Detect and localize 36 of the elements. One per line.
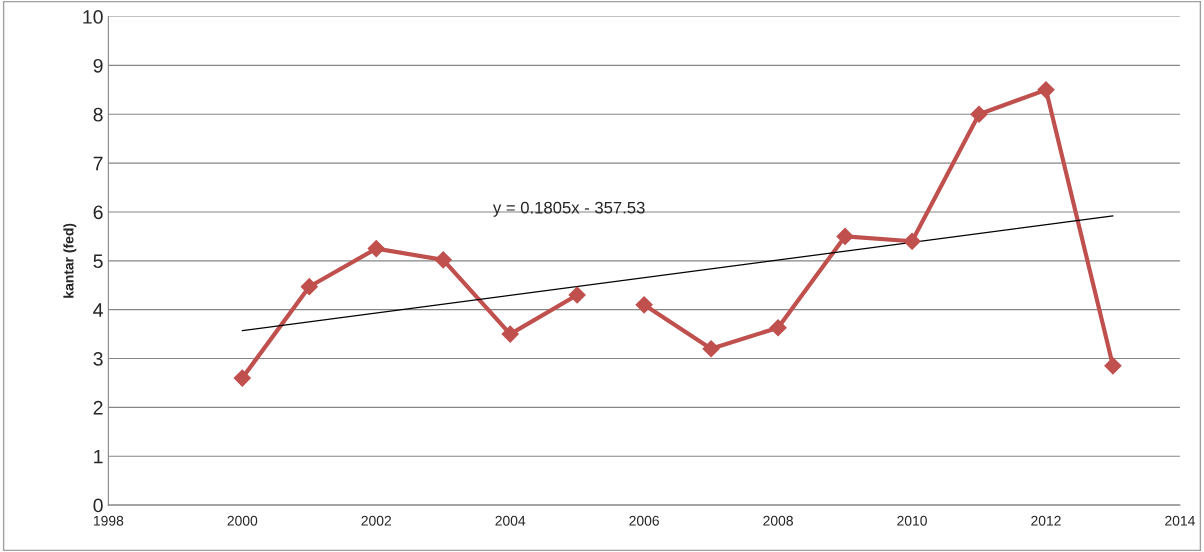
point [300, 278, 318, 296]
y-tick-label: 8 [93, 107, 103, 122]
point [635, 296, 653, 314]
x-tick-label: 2006 [629, 515, 659, 526]
x-tick-label: 2014 [1165, 515, 1195, 526]
x-tick-label: 2010 [897, 515, 927, 526]
x-tick-label: 2002 [361, 515, 391, 526]
point [769, 319, 787, 337]
y-axis-title: kantar (fed) [63, 223, 77, 298]
y-tick-label: 9 [93, 58, 103, 73]
y-tick-label: 1 [94, 449, 103, 464]
point [702, 340, 720, 358]
x-tick-label: 2000 [227, 515, 258, 526]
y-tick-label: 7 [93, 156, 103, 171]
y-tick-label: 10 [83, 10, 103, 24]
x-tick-label: 2012 [1031, 515, 1061, 526]
y-tick-label: 4 [93, 303, 103, 317]
point [233, 369, 251, 387]
point [568, 286, 586, 304]
y-tick-label: 5 [93, 254, 103, 269]
point [501, 325, 519, 343]
point [836, 227, 854, 245]
point [1104, 357, 1122, 375]
y-tick-label: 2 [93, 400, 103, 415]
annotation: y = 0.1805x - 357.53 [492, 201, 645, 217]
y-tick-label: 6 [93, 205, 103, 220]
point [434, 251, 452, 269]
point [903, 232, 921, 250]
x-tick-label: 2004 [495, 515, 526, 526]
point [367, 240, 385, 258]
x-tick-label: 2008 [763, 515, 793, 526]
y-tick-label: 3 [93, 351, 103, 366]
y-tick-label: 0 [93, 498, 103, 513]
point [970, 105, 988, 123]
x-tick-label: 1998 [93, 515, 124, 526]
point [1037, 81, 1055, 99]
